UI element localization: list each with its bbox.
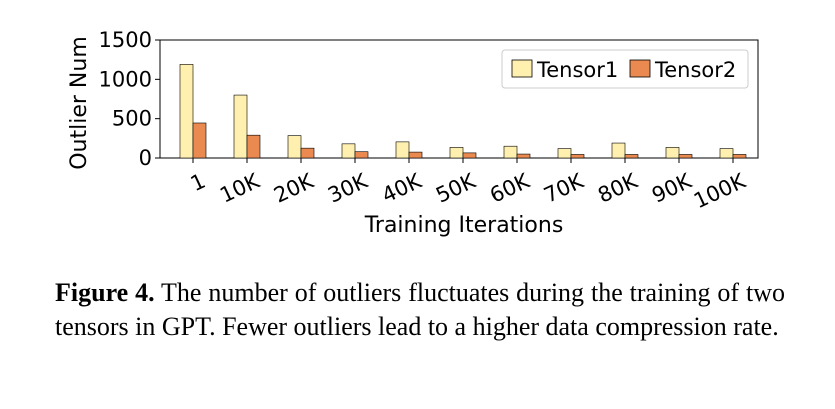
x-tick-label: 60K [486,168,534,207]
bar-chart: 0 500 1000 1500 1 10K 20K 30K 40K 50K 60K 70K 80K 90K… [67,28,759,238]
bar-tensor1-80k [611,142,626,159]
bar-tensor1-50k [449,147,464,159]
bar-tensor2-40k [408,151,423,159]
x-axis-label: Training Iterations [364,213,564,238]
x-tick-label: 100K [690,168,750,213]
chart: 0 500 1000 1500 1 10K 20K 30K 40K 50K 60K 70K 80K 90K… [67,28,759,238]
bar-tensor1-60k [503,145,518,159]
x-tick-label: 20K [270,168,318,207]
legend-swatch-tensor1 [511,59,533,78]
bar-tensor2-80k [624,154,639,159]
legend-label-tensor2: Tensor2 [654,58,736,82]
bar-tensor1-30k [341,143,356,159]
bar-tensor2-60k [516,153,531,159]
bar-tensor1-10k [233,94,248,159]
bar-tensor1-20k [287,135,302,159]
bar-tensor2-70k [570,154,585,159]
bar-tensor2-100k [732,154,747,159]
x-tick-label: 30K [324,168,372,207]
x-tick-label: 10K [216,168,264,207]
bar-tensor1-90k [665,147,680,159]
y-tick-label: 1000 [99,67,152,91]
y-tick-label: 1500 [99,28,152,52]
bar-tensor2-1 [192,122,207,159]
bar-tensor2-20k [300,147,315,159]
x-tick-label: 40K [378,168,426,207]
bar-tensor1-100k [719,148,734,159]
x-tick-label: 80K [594,168,642,207]
bar-tensor2-50k [462,152,477,159]
figure-caption: Figure 4. The number of outliers fluctua… [55,276,785,344]
legend-label-tensor1: Tensor1 [536,58,618,82]
y-axis-label: Outlier Num [67,36,92,170]
x-tick-label: 1 [187,169,209,196]
bar-tensor2-90k [678,154,693,159]
x-tick-label: 90K [648,168,696,207]
bar-tensor1-40k [395,141,410,159]
x-tick-label: 50K [432,168,480,207]
legend-swatch-tensor2 [629,59,651,78]
bar-tensor1-70k [557,148,572,159]
caption-text: The number of outliers fluctuates during… [55,278,785,341]
y-tick-label: 0 [139,146,152,170]
caption-label: Figure 4. [55,278,155,307]
x-tick-label: 70K [540,168,588,207]
bar-tensor1-1 [179,64,194,159]
bar-tensor2-30k [354,151,369,159]
legend-box [501,49,749,89]
y-tick-label: 500 [112,107,152,131]
bar-tensor2-10k [246,134,261,159]
